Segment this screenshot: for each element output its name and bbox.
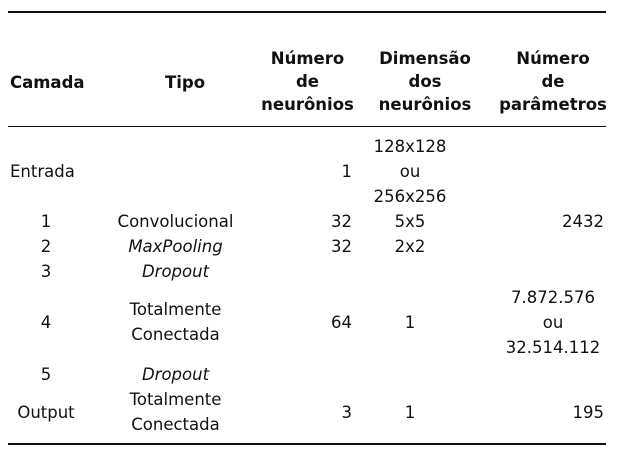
row-entrada-neuronios: 1 [341, 162, 353, 181]
row-4-parametros-line1: 7.872.576 [511, 288, 595, 307]
row-3-tipo: Dropout [141, 262, 210, 281]
row-4-parametros-line3: 32.514.112 [505, 338, 601, 357]
header-dim-neuronios-line2: dos [408, 72, 442, 91]
row-entrada-dimensao-line1: 128x128 [373, 137, 447, 156]
header-num-neuronios-line1: Número [270, 49, 345, 68]
row-2-neuronios: 32 [331, 237, 352, 256]
row-entrada-dimensao-line2: ou [399, 162, 421, 181]
row-1-tipo: Convolucional [117, 212, 234, 231]
row-output-dimensao: 1 [404, 403, 416, 422]
row-4-tipo-line2: Conectada [131, 325, 220, 344]
row-2-tipo: MaxPooling [128, 237, 223, 256]
row-1-parametros: 2432 [562, 212, 604, 231]
row-4-dimensao: 1 [404, 313, 416, 332]
row-4-neuronios: 64 [331, 313, 352, 332]
row-3-camada: 3 [40, 262, 52, 281]
header-tipo: Tipo [164, 73, 206, 92]
row-4-camada: 4 [40, 313, 52, 332]
header-num-parametros-line2: de [541, 72, 565, 91]
row-output-tipo-line1: Totalmente [129, 390, 222, 409]
header-camada: Camada [10, 73, 85, 92]
table-bottom-rule [8, 443, 606, 445]
row-5-tipo: Dropout [141, 365, 210, 384]
header-dim-neuronios-line1: Dimensão [379, 49, 471, 68]
header-num-neuronios-line3: neurônios [261, 95, 354, 114]
row-output-camada: Output [17, 403, 75, 422]
row-output-tipo-line2: Conectada [131, 415, 220, 434]
row-4-tipo-line1: Totalmente [129, 300, 222, 319]
row-1-neuronios: 32 [331, 212, 352, 231]
row-entrada-camada: Entrada [10, 162, 75, 181]
header-num-neuronios-line2: de [295, 72, 319, 91]
row-entrada-dimensao-line3: 256x256 [373, 187, 447, 206]
row-output-parametros: 195 [572, 403, 605, 422]
row-2-dimensao: 2x2 [394, 237, 426, 256]
row-2-camada: 2 [40, 237, 52, 256]
table-header-rule [8, 126, 606, 127]
header-num-parametros-line1: Número [516, 49, 590, 68]
header-num-parametros-line3: parâmetros [499, 95, 607, 114]
row-1-dimensao: 5x5 [394, 212, 426, 231]
row-5-camada: 5 [40, 365, 52, 384]
row-1-camada: 1 [40, 212, 52, 231]
row-4-parametros-line2: ou [542, 313, 564, 332]
header-dim-neuronios-line3: neurônios [378, 95, 472, 114]
table-top-rule [8, 11, 606, 13]
row-output-neuronios: 3 [341, 403, 353, 422]
